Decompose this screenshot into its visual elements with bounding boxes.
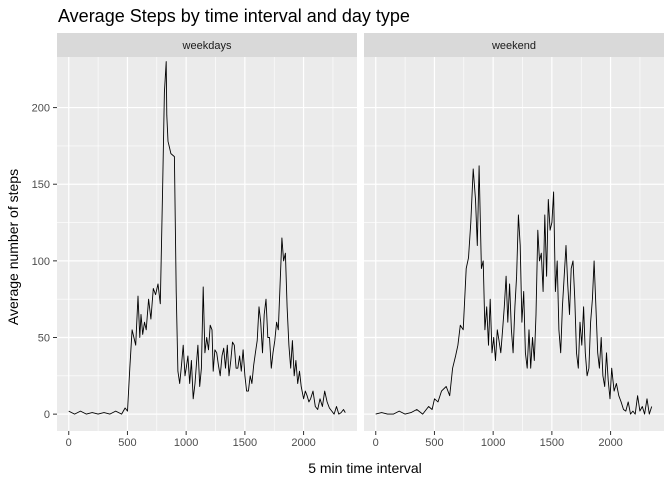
chart-title: Average Steps by time interval and day t… bbox=[58, 6, 410, 26]
y-axis-title: Average number of steps bbox=[5, 169, 21, 325]
y-tick-label: 150 bbox=[32, 179, 50, 191]
panel-background bbox=[57, 57, 357, 431]
x-tick-label: 0 bbox=[66, 437, 72, 449]
x-tick-label: 1500 bbox=[233, 437, 257, 449]
strip-label: weekdays bbox=[182, 40, 232, 52]
y-tick-label: 50 bbox=[38, 333, 50, 345]
strip-weekend bbox=[364, 33, 664, 57]
x-axis-title: 5 min time interval bbox=[308, 460, 422, 476]
x-tick-label: 1000 bbox=[174, 437, 198, 449]
y-tick-label: 0 bbox=[44, 409, 50, 421]
series-line-weekend bbox=[375, 165, 653, 415]
x-tick-label: 0 bbox=[373, 437, 379, 449]
strip-weekdays bbox=[57, 33, 357, 57]
series-line-weekdays bbox=[68, 61, 346, 415]
facet-panel-weekdays: weekdays 0 500 1000 1500 2000 0 50 100 150 200 bbox=[32, 33, 357, 449]
panel-background bbox=[364, 57, 664, 431]
x-tick-label: 2000 bbox=[291, 437, 315, 449]
facet-panel-weekend: weekend 0 500 1000 1500 2000 bbox=[364, 33, 664, 449]
x-tick-label: 2000 bbox=[598, 437, 622, 449]
strip-label: weekend bbox=[491, 40, 536, 52]
x-tick-label: 1000 bbox=[481, 437, 505, 449]
y-tick-label: 100 bbox=[32, 256, 50, 268]
x-tick-label: 500 bbox=[118, 437, 136, 449]
x-tick-label: 1500 bbox=[540, 437, 564, 449]
x-tick-label: 500 bbox=[425, 437, 443, 449]
y-tick-label: 200 bbox=[32, 103, 50, 115]
